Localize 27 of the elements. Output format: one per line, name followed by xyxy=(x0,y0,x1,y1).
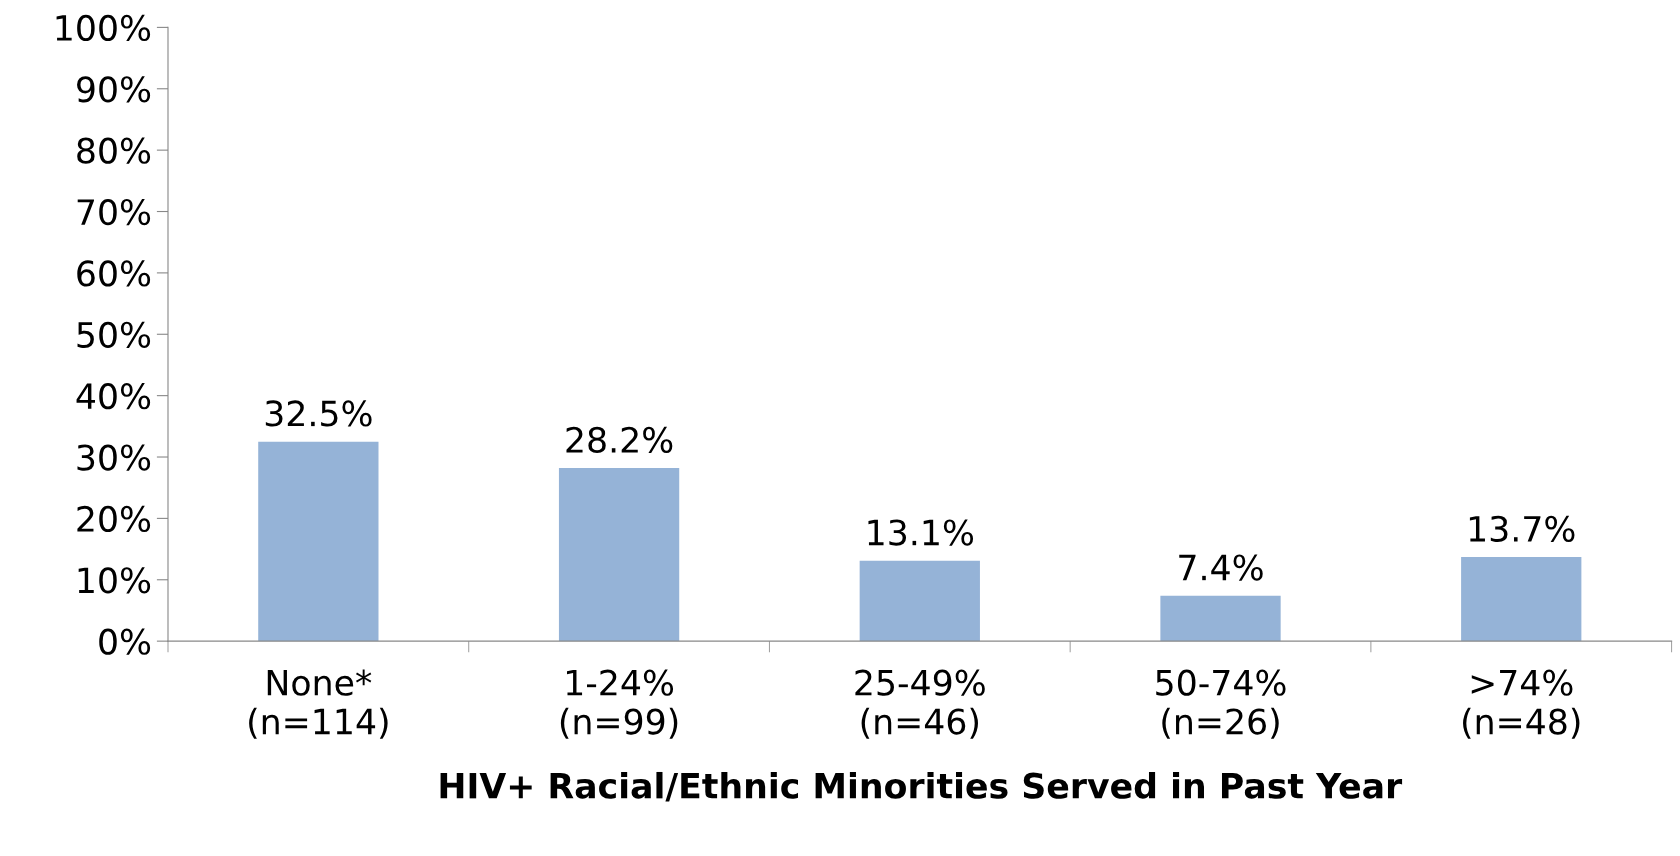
y-tick-label: 0% xyxy=(99,628,151,655)
y-tick-label: 10% xyxy=(78,567,151,594)
x-tick-label: None* (n=114) xyxy=(249,669,388,739)
data-label: 7.4% xyxy=(1179,554,1263,581)
y-tick-label: 100% xyxy=(56,14,151,42)
x-tick-label: 1-24% (n=99) xyxy=(560,669,678,739)
y-tick-label: 20% xyxy=(77,505,151,533)
y-tick-label: 80% xyxy=(77,137,151,164)
bar xyxy=(1461,557,1582,642)
y-tick-label: 90% xyxy=(77,76,151,103)
bar xyxy=(859,560,980,642)
x-axis-title: HIV+ Racial/Ethnic Minorities Served in Past Year xyxy=(440,771,1403,802)
bar xyxy=(258,441,379,642)
x-tick-label: 25-49% (n=46) xyxy=(855,669,985,739)
y-tick-label: 60% xyxy=(77,260,151,287)
x-tick-label: >74% (n=48) xyxy=(1463,669,1580,739)
y-tick-label: 50% xyxy=(77,321,151,348)
bar xyxy=(1160,595,1281,642)
bar xyxy=(558,468,680,642)
data-label: 13.1% xyxy=(868,519,974,546)
y-tick-label: 70% xyxy=(77,198,151,226)
y-tick-label: 30% xyxy=(77,444,151,471)
x-tick-label: 50-74% (n=26) xyxy=(1156,669,1286,739)
data-label: 28.2% xyxy=(566,426,673,454)
y-tick-label: 40% xyxy=(76,383,151,410)
data-label: 13.7% xyxy=(1469,515,1575,542)
data-label: 32.5% xyxy=(265,400,372,427)
